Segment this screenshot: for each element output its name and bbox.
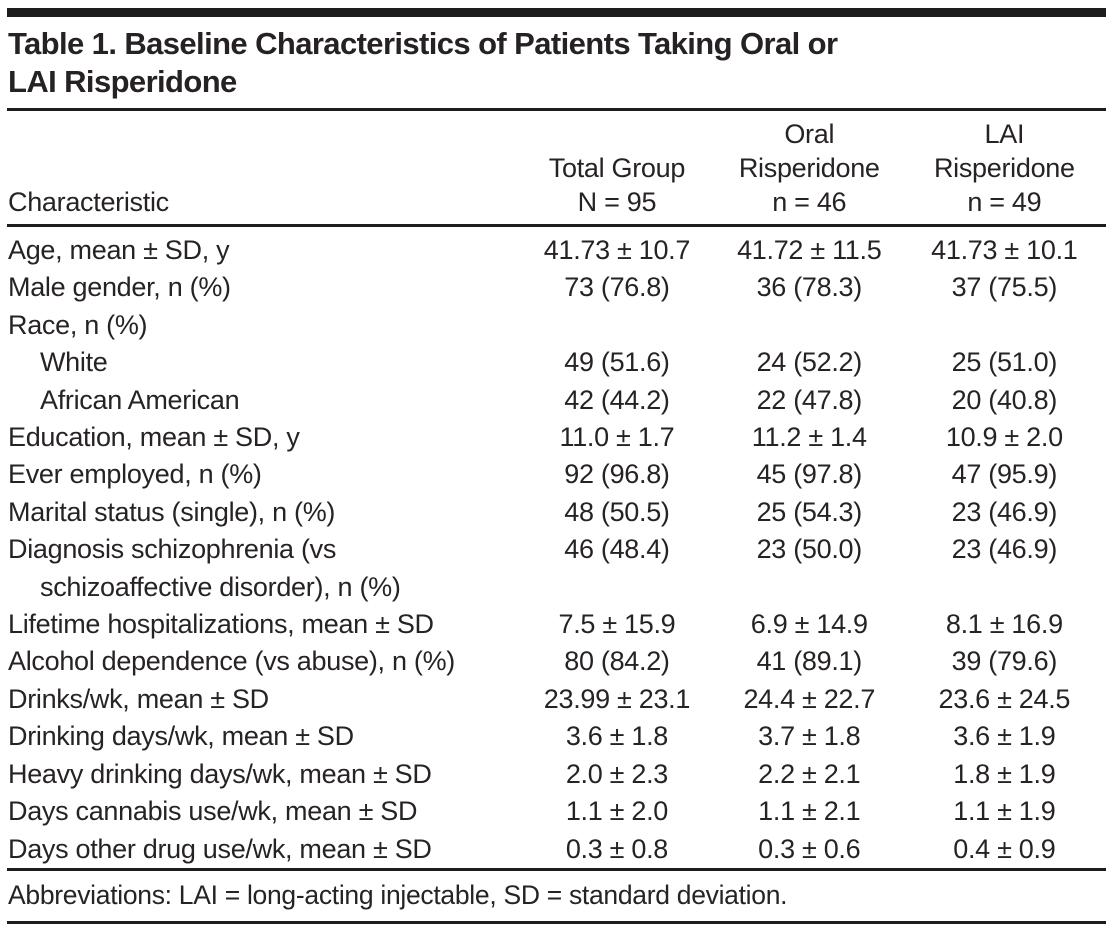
value-cell: 41 (89.1) xyxy=(756,646,863,677)
value-cell: 3.6 ± 1.8 xyxy=(565,721,669,752)
value-cell: 92 (96.8) xyxy=(564,459,670,490)
value-cell: 6.9 ± 14.9 xyxy=(750,609,868,640)
value-cell: 3.7 ± 1.8 xyxy=(758,721,861,752)
table-row: Age, mean ± SD, y 41.73 ± 10.7 41.72 ± 11.… xyxy=(7,226,1106,270)
value-cell: 42 (44.2) xyxy=(564,384,670,415)
characteristic-cell: Drinks/wk, mean ± SD xyxy=(8,683,269,714)
title-line-1: Table 1. Baseline Characteristics of Pat… xyxy=(8,26,838,61)
table-row: White 49 (51.6) 24 (52.2) 25 (51.0) xyxy=(7,344,1106,381)
characteristic-cell: Drinking days/wk, mean ± SD xyxy=(8,721,354,752)
value-cell: 47 (95.9) xyxy=(951,459,1058,490)
table-row: Drinks/wk, mean ± SD 23.99 ± 23.1 24.4 ± 2… xyxy=(7,681,1106,718)
characteristic-cell: Lifetime hospitalizations, mean ± SD xyxy=(8,609,434,640)
baseline-characteristics-table: Characteristic Total Group N = 95 Oral Rispe… xyxy=(7,111,1106,868)
value-cell: 0.3 ± 0.6 xyxy=(758,833,861,864)
value-cell: 1.1 ± 1.9 xyxy=(953,796,1056,827)
characteristic-cell: White xyxy=(40,347,108,378)
title-line-2: LAI Risperidone xyxy=(8,64,237,99)
footnote: Abbreviations: LAI = long-acting injecta… xyxy=(8,879,788,910)
value-cell: 11.2 ± 1.4 xyxy=(751,422,867,453)
value-cell xyxy=(903,307,1106,344)
column-header-characteristic: Characteristic xyxy=(7,111,519,227)
value-cell: 3.6 ± 1.9 xyxy=(953,721,1056,752)
value-cell: 39 (79.6) xyxy=(951,646,1058,677)
value-cell: 25 (54.3) xyxy=(756,496,863,527)
value-cell: 20 (40.8) xyxy=(951,384,1058,415)
value-cell: 80 (84.2) xyxy=(564,646,670,677)
divider-bottom xyxy=(7,920,1106,924)
value-cell: 46 (48.4) xyxy=(564,534,670,565)
table-row: African American 42 (44.2) 22 (47.8) 20 (40… xyxy=(7,382,1106,419)
column-header-lai-risperidone: LAI Risperidone n = 49 xyxy=(902,111,1106,227)
characteristic-cell: African American xyxy=(40,384,240,415)
value-cell: 41.73 ± 10.1 xyxy=(931,235,1078,265)
top-bar xyxy=(7,8,1106,17)
table-row: Drinking days/wk, mean ± SD 3.6 ± 1.8 3.7 … xyxy=(7,718,1106,755)
value-cell: 2.2 ± 2.1 xyxy=(758,758,861,789)
value-cell: 0.3 ± 0.8 xyxy=(565,833,669,864)
header-row: Characteristic Total Group N = 95 Oral Rispe… xyxy=(7,111,1106,227)
value-cell: 23 (46.9) xyxy=(951,496,1058,527)
table-row: Education, mean ± SD, y 11.0 ± 1.7 11.2 ± … xyxy=(7,419,1106,456)
characteristic-cell: Diagnosis schizophrenia (vs schizoaffecti… xyxy=(8,534,401,602)
table-row: Days other drug use/wk, mean ± SD 0.3 ± 0… xyxy=(7,831,1106,868)
value-cell xyxy=(716,307,903,344)
value-cell: 8.1 ± 16.9 xyxy=(945,609,1063,640)
table-row: Diagnosis schizophrenia (vs schizoaffecti… xyxy=(7,531,1106,606)
value-cell: 25 (51.0) xyxy=(951,347,1058,378)
characteristic-cell: Ever employed, n (%) xyxy=(8,459,262,490)
characteristic-cell: Days other drug use/wk, mean ± SD xyxy=(8,833,432,864)
value-cell: 1.8 ± 1.9 xyxy=(953,758,1056,789)
characteristic-cell: Race, n (%) xyxy=(8,309,148,340)
characteristic-cell: Male gender, n (%) xyxy=(8,272,231,303)
value-cell: 45 (97.8) xyxy=(756,459,863,490)
characteristic-cell: Age, mean ± SD, y xyxy=(8,235,230,265)
value-cell: 23.99 ± 23.1 xyxy=(543,683,691,714)
value-cell: 10.9 ± 2.0 xyxy=(945,422,1063,453)
value-cell xyxy=(518,307,716,344)
table-row: Alcohol dependence (vs abuse), n (%) 80 (… xyxy=(7,643,1106,680)
value-cell: 24 (52.2) xyxy=(756,347,863,378)
value-cell: 23 (46.9) xyxy=(951,534,1058,565)
table-row: Race, n (%) xyxy=(7,307,1106,344)
value-cell: 48 (50.5) xyxy=(564,496,670,527)
table-row: Days cannabis use/wk, mean ± SD 1.1 ± 2.0… xyxy=(7,793,1106,830)
table-body: Age, mean ± SD, y 41.73 ± 10.7 41.72 ± 11.… xyxy=(7,226,1106,868)
column-header-oral-risperidone: Oral Risperidone n = 46 xyxy=(715,111,903,227)
value-cell: 49 (51.6) xyxy=(564,347,670,378)
value-cell: 41.73 ± 10.7 xyxy=(543,235,691,265)
characteristic-cell-continuation: schizoaffective disorder), n (%) xyxy=(40,571,401,602)
value-cell: 2.0 ± 2.3 xyxy=(565,758,669,789)
value-cell: 36 (78.3) xyxy=(756,272,863,303)
divider-above-footnote xyxy=(7,867,1106,871)
characteristic-cell: Alcohol dependence (vs abuse), n (%) xyxy=(8,646,455,677)
value-cell: 1.1 ± 2.1 xyxy=(758,796,861,827)
value-cell: 0.4 ± 0.9 xyxy=(953,833,1056,864)
value-cell: 23.6 ± 24.5 xyxy=(938,683,1071,714)
value-cell: 41.72 ± 11.5 xyxy=(737,235,882,265)
table-row: Heavy drinking days/wk, mean ± SD 2.0 ± 2… xyxy=(7,756,1106,793)
value-cell: 7.5 ± 15.9 xyxy=(558,609,676,640)
value-cell: 24.4 ± 22.7 xyxy=(743,683,876,714)
value-cell: 22 (47.8) xyxy=(756,384,863,415)
divider-under-title xyxy=(7,108,1106,111)
characteristic-cell: Education, mean ± SD, y xyxy=(8,422,300,453)
value-cell: 73 (76.8) xyxy=(564,272,670,303)
value-cell: 1.1 ± 2.0 xyxy=(565,796,669,827)
value-cell: 11.0 ± 1.7 xyxy=(559,422,675,453)
column-header-total-group: Total Group N = 95 xyxy=(518,111,716,227)
characteristic-cell: Heavy drinking days/wk, mean ± SD xyxy=(8,758,432,789)
table-row: Lifetime hospitalizations, mean ± SD 7.5 … xyxy=(7,606,1106,643)
characteristic-cell: Days cannabis use/wk, mean ± SD xyxy=(8,796,418,827)
table-row: Marital status (single), n (%) 48 (50.5) 2… xyxy=(7,494,1106,531)
value-cell: 37 (75.5) xyxy=(951,272,1058,303)
table-row: Ever employed, n (%) 92 (96.8) 45 (97.8) 47… xyxy=(7,456,1106,493)
characteristic-cell: Marital status (single), n (%) xyxy=(8,496,336,527)
value-cell: 23 (50.0) xyxy=(756,534,863,565)
page-title: Table 1. Baseline Characteristics of Pat… xyxy=(8,25,1106,101)
table-row: Male gender, n (%) 73 (76.8) 36 (78.3) 37 (… xyxy=(7,269,1106,306)
